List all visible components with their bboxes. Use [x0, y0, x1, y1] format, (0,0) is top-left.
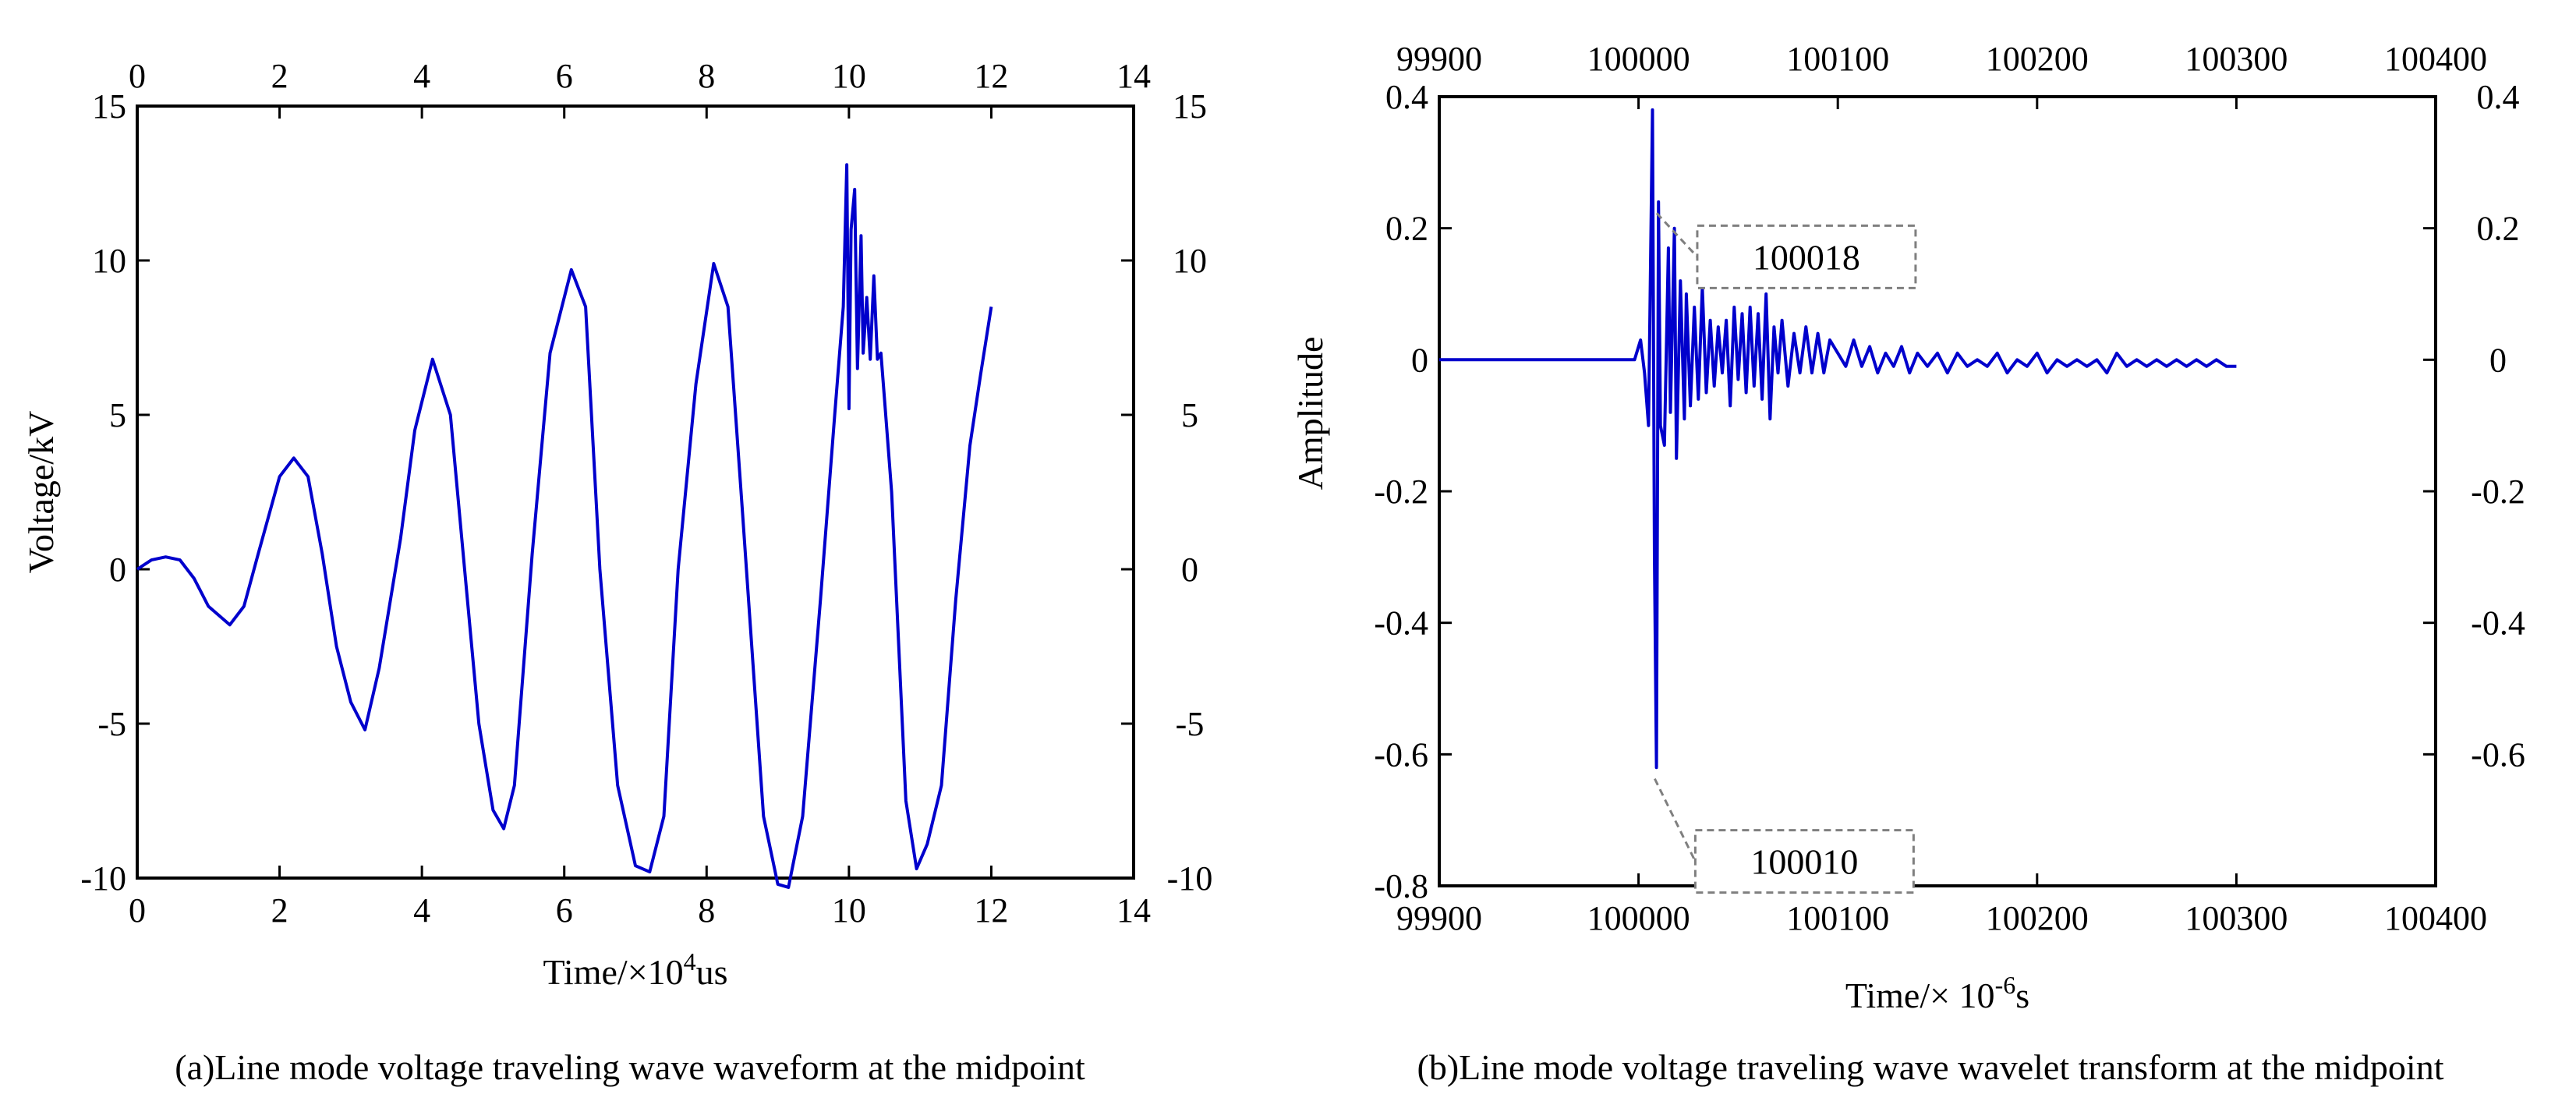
series-line	[136, 163, 993, 889]
x-tick-label-bottom: 100000	[1587, 899, 1690, 937]
y-tick-label-left: 5	[109, 396, 126, 434]
y-tick-label-right: 0.2	[2477, 210, 2520, 248]
chart-b-plot-frame	[1438, 95, 2437, 887]
chart-b-x-axis-label: Time/× 10-6s	[1845, 971, 2029, 1015]
y-tick-label-right: -0.4	[2471, 604, 2525, 643]
annotation-box	[1696, 224, 1917, 289]
y-tick-label-right: 5	[1181, 396, 1198, 434]
chart-b-y-axis-label: Amplitude	[1290, 337, 1330, 490]
x-tick-label-bottom: 100300	[2185, 899, 2288, 937]
x-tick-label-bottom: 8	[698, 891, 715, 930]
x-tick-label-bottom: 14	[1116, 891, 1151, 930]
x-tick-label-top: 2	[271, 57, 288, 95]
x-tick-label-top: 0	[129, 57, 146, 95]
x-tick-label-top: 100300	[2185, 40, 2288, 78]
chart-b: 99900 99900 100000 100000 100100 100100 100200…	[1290, 40, 2525, 1087]
x-tick-label-top: 99900	[1396, 40, 1482, 78]
x-tick-label-bottom: 6	[556, 891, 573, 930]
y-tick-label-right: 15	[1173, 87, 1207, 126]
x-tick-label-top: 10	[832, 57, 866, 95]
y-tick-label-left: 0.4	[1385, 78, 1428, 116]
chart-b-annotations: 100018 100010	[1654, 212, 1917, 894]
x-tick-label-bottom: 100400	[2384, 899, 2487, 937]
y-tick-label-left: -5	[97, 705, 126, 743]
y-tick-label-left: -10	[80, 859, 126, 898]
x-tick-label-bottom: 10	[832, 891, 866, 930]
y-tick-label-left: -0.2	[1374, 473, 1428, 511]
chart-b-series	[1439, 108, 2237, 770]
x-tick-label-top: 100400	[2384, 40, 2487, 78]
x-tick-label-top: 8	[698, 57, 715, 95]
x-tick-label-top: 100000	[1587, 40, 1690, 78]
y-tick-label-right: 10	[1173, 242, 1207, 280]
x-tick-label-top: 100200	[1986, 40, 2089, 78]
chart-a-x-axis-label: Time/×104us	[543, 947, 727, 992]
x-tick-label-bottom: 100100	[1786, 899, 1889, 937]
x-tick-label-bottom: 4	[413, 891, 430, 930]
chart-b-ticks	[1438, 95, 2437, 887]
series-line	[1439, 108, 2237, 770]
x-tick-label-top: 4	[413, 57, 430, 95]
annotation-label: 100010	[1750, 842, 1858, 882]
y-tick-label-right: -0.6	[2471, 735, 2525, 774]
y-tick-label-right: -0.2	[2471, 473, 2525, 511]
chart-b-tick-labels: 99900 99900 100000 100000 100100 100100 100200…	[1374, 40, 2525, 937]
x-tick-label-bottom: 12	[974, 891, 1008, 930]
y-tick-label-right: -10	[1167, 859, 1213, 898]
chart-a-series	[136, 163, 993, 889]
y-tick-label-right: 0.4	[2477, 78, 2520, 116]
x-tick-label-bottom: 0	[129, 891, 146, 930]
x-tick-label-top: 12	[974, 57, 1008, 95]
chart-a: 0 0 2 2 4 4 6 6 8 8 10 10 12 12 14 14 -10 -10 -5 -5 0 0 5 5 10 10…	[21, 57, 1212, 1087]
chart-b-caption: (b)Line mode voltage traveling wave wave…	[1417, 1047, 2444, 1087]
x-tick-label-top: 6	[556, 57, 573, 95]
y-tick-label-left: -0.8	[1374, 867, 1428, 905]
y-tick-label-right: 0	[1181, 551, 1198, 589]
annotation-leader	[1654, 777, 1697, 862]
y-tick-label-left: 15	[92, 87, 126, 126]
y-tick-label-left: 10	[92, 242, 126, 280]
x-tick-label-top: 14	[1116, 57, 1151, 95]
chart-a-caption: (a)Line mode voltage traveling wave wave…	[175, 1047, 1085, 1087]
y-tick-label-left: 0.2	[1385, 210, 1428, 248]
annotation-label: 100018	[1753, 237, 1860, 277]
x-tick-label-bottom: 99900	[1396, 899, 1482, 937]
chart-a-ticks	[136, 104, 1135, 880]
x-tick-label-top: 100100	[1786, 40, 1889, 78]
annotation-box	[1693, 829, 1915, 894]
annotation-leader	[1655, 212, 1699, 258]
x-tick-label-bottom: 100200	[1986, 899, 2089, 937]
y-tick-label-left: 0	[1411, 341, 1428, 379]
y-tick-label-left: -0.4	[1374, 604, 1428, 643]
chart-a-y-axis-label: Voltage/kV	[21, 411, 61, 574]
y-tick-label-right: 0	[2489, 341, 2507, 379]
y-tick-label-left: -0.6	[1374, 735, 1428, 774]
chart-a-plot-frame	[136, 104, 1135, 880]
y-tick-label-right: -5	[1176, 705, 1205, 743]
y-tick-label-left: 0	[109, 551, 126, 589]
x-tick-label-bottom: 2	[271, 891, 288, 930]
chart-a-tick-labels: 0 0 2 2 4 4 6 6 8 8 10 10 12 12 14 14 -10 -10 -5 -5 0 0 5 5 10 10…	[80, 57, 1212, 930]
